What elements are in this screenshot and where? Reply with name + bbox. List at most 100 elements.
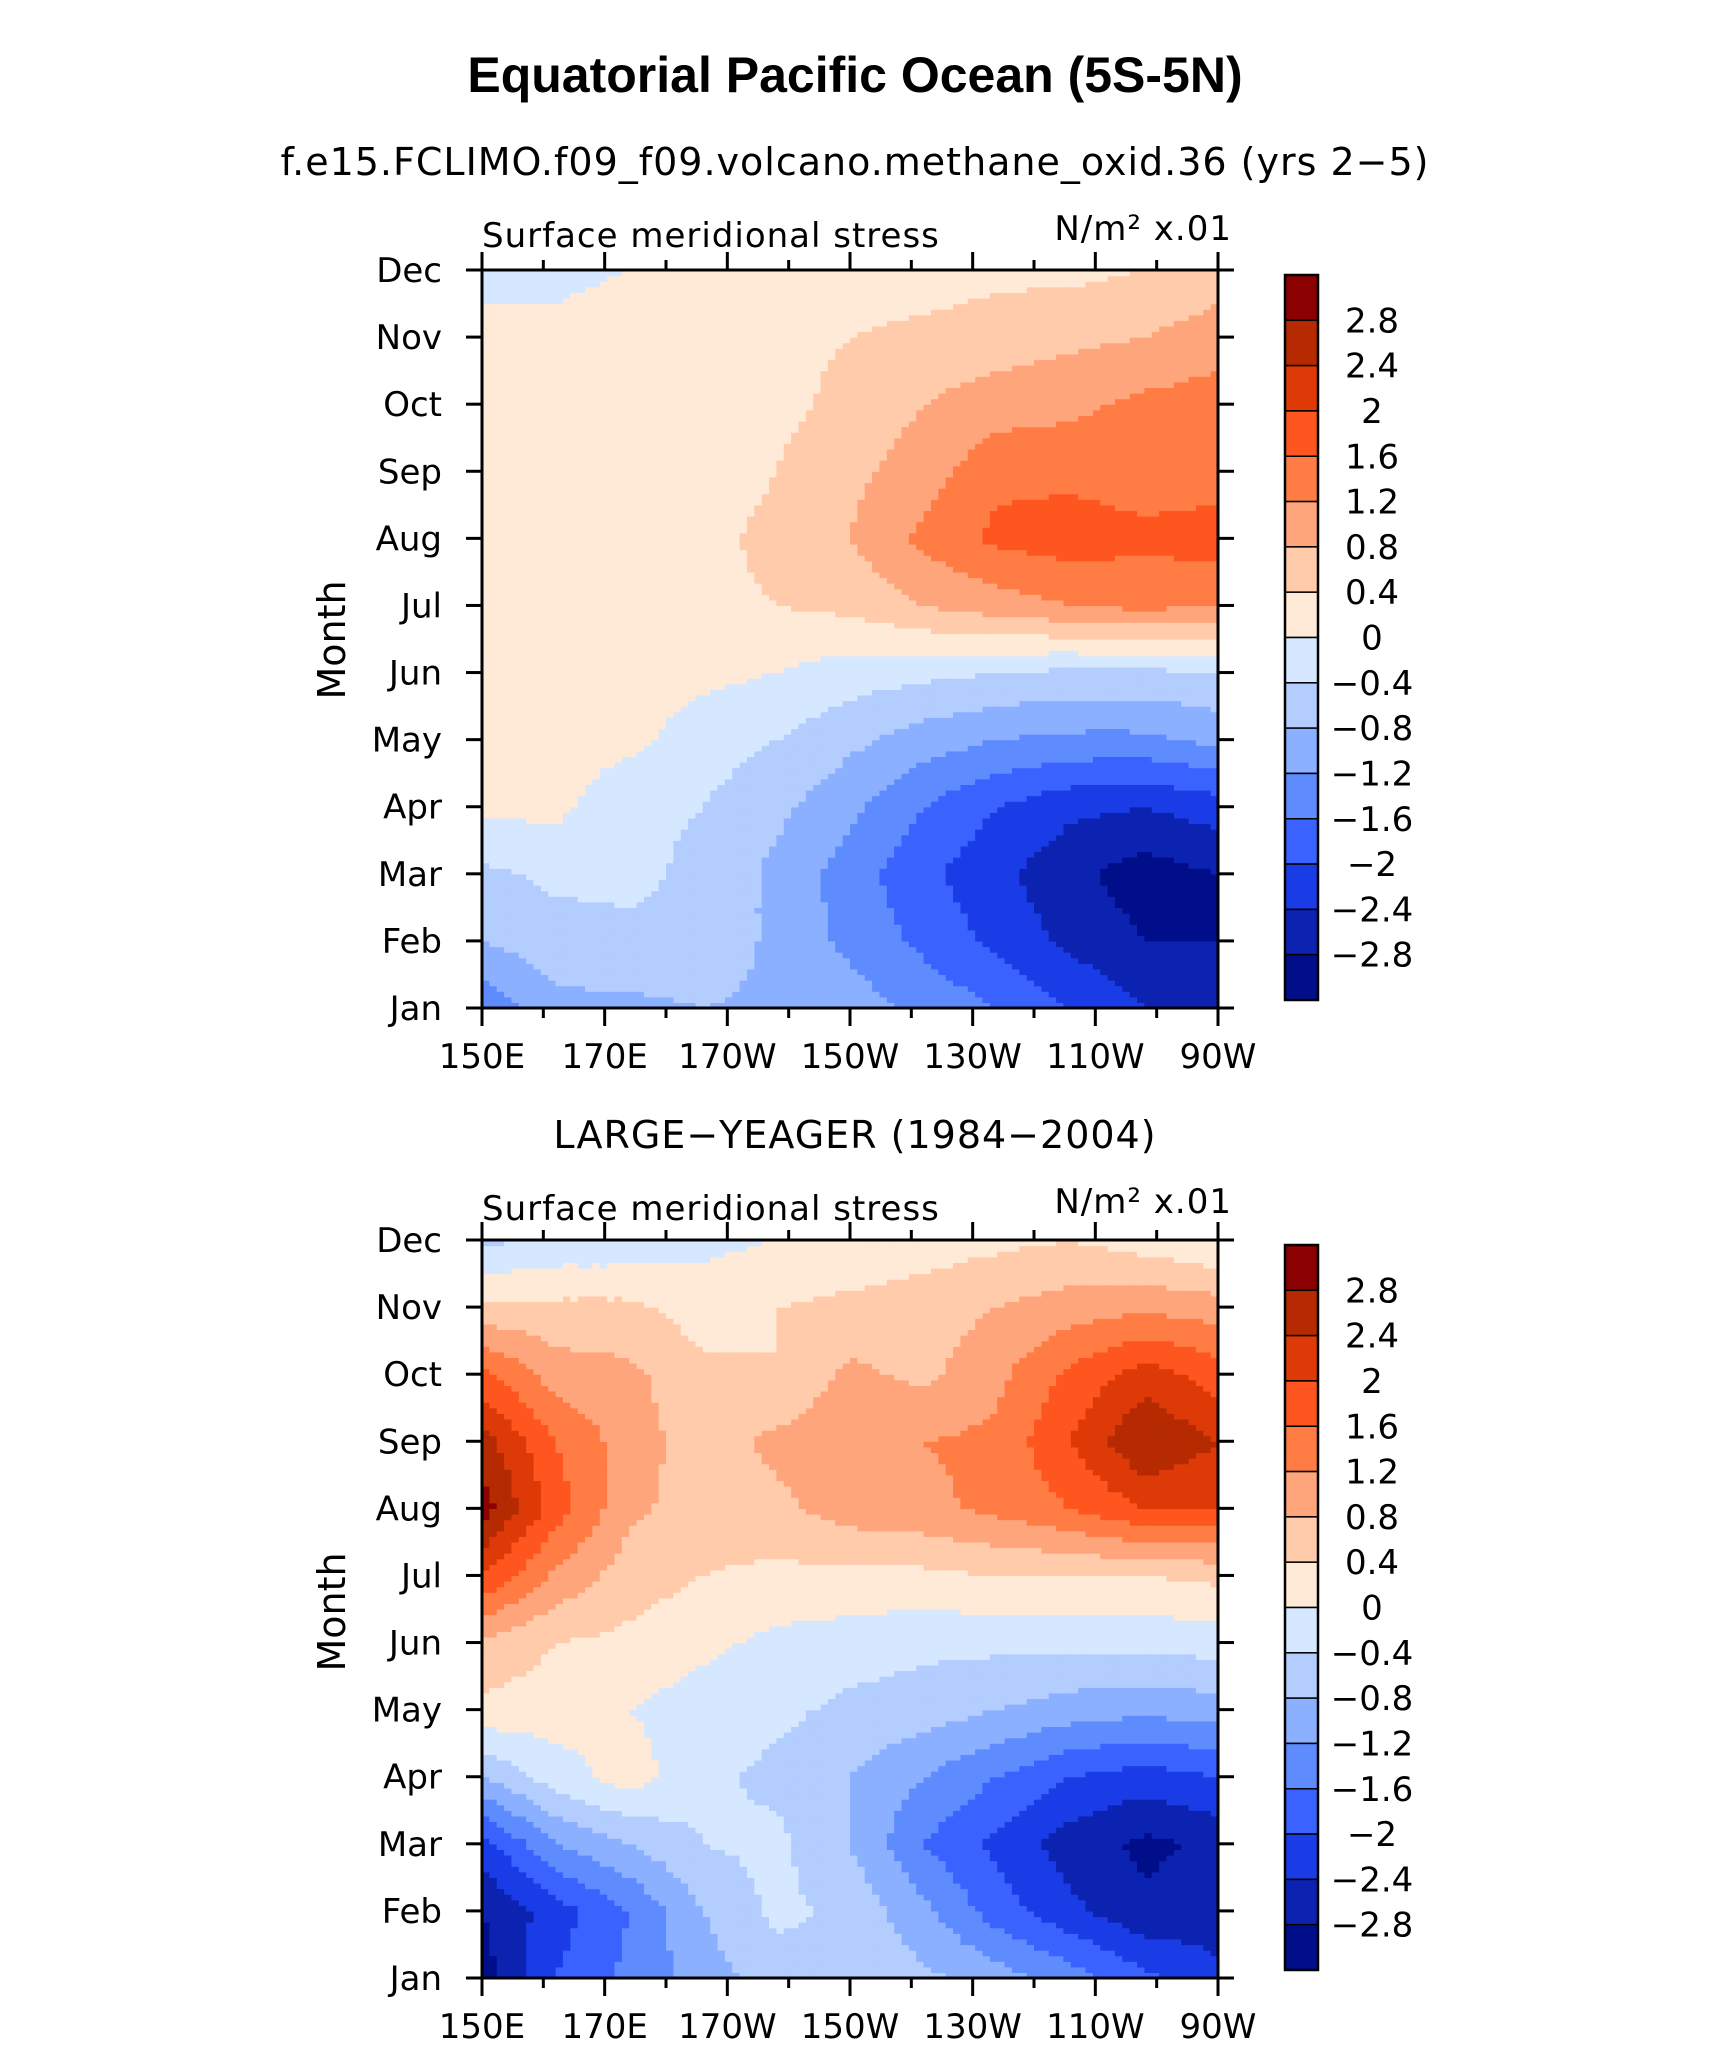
contour-cell [1115,986,1123,992]
contour-cell [747,947,755,953]
contour-cell [1071,991,1079,997]
contour-cell [894,958,902,964]
contour-cell [835,991,843,997]
contour-cell [1100,974,1108,980]
contour-cell [1174,963,1182,969]
contour-cell [504,891,512,897]
contour-cell [997,941,1005,947]
contour-cell [622,879,630,885]
contour-cell [938,941,946,947]
contour-cell [607,969,615,975]
contour-cell [585,941,593,947]
contour-cell [960,980,968,986]
contour-cell [997,980,1005,986]
contour-cell [607,997,615,1003]
contour-cell [541,991,549,997]
contour-cell [688,919,696,925]
contour-cell [710,986,718,992]
contour-cell [504,974,512,980]
contour-cell [843,958,851,964]
contour-cell [909,974,917,980]
contour-cell [497,913,505,919]
contour-cell [791,980,799,986]
contour-cell [666,935,674,941]
panel-1-field [482,270,1219,1009]
contour-cell [1078,963,1086,969]
contour-cell [1071,997,1079,1003]
contour-cell [622,952,630,958]
contour-cell [924,997,932,1003]
contour-cell [563,913,571,919]
contour-cell [578,980,586,986]
contour-cell [982,952,990,958]
contour-cell [592,952,600,958]
contour-cell [1137,941,1145,947]
contour-cell [688,980,696,986]
contour-cell [740,947,748,953]
contour-cell [519,969,527,975]
contour-cell [710,941,718,947]
contour-cell [703,947,711,953]
contour-cell [1189,969,1197,975]
contour-cell [489,997,497,1003]
contour-cell [754,991,762,997]
contour-cell [511,969,519,975]
contour-cell [1012,941,1020,947]
contour-cell [990,997,998,1003]
contour-cell [791,969,799,975]
contour-cell [740,980,748,986]
contour-cell [798,980,806,986]
contour-cell [968,974,976,980]
contour-cell [534,991,542,997]
contour-cell [666,963,674,969]
contour-cell [1203,997,1211,1003]
contour-cell [828,941,836,947]
contour-cell [798,963,806,969]
contour-cell [1086,991,1094,997]
contour-cell [894,969,902,975]
contour-cell [541,891,549,897]
contour-cell [607,974,615,980]
contour-cell [570,997,578,1003]
contour-cell [614,963,622,969]
contour-cell [1019,974,1027,980]
contour-cell [600,980,608,986]
contour-cell [1005,980,1013,986]
contour-cell [659,958,667,964]
contour-cell [865,980,873,986]
contour-cell [953,997,961,1003]
contour-cell [960,947,968,953]
contour-cell [1086,969,1094,975]
contour-cell [497,958,505,964]
contour-cell [688,930,696,936]
contour-cell [578,935,586,941]
contour-cell [489,924,497,930]
contour-cell [695,902,703,908]
contour-cell [835,997,843,1003]
contour-cell [703,958,711,964]
contour-cell [982,963,990,969]
contour-cell [1100,941,1108,947]
contour-cell [688,941,696,947]
contour-cell [519,879,527,885]
contour-cell [1041,969,1049,975]
contour-cell [659,952,667,958]
contour-cell [968,958,976,964]
contour-cell [740,997,748,1003]
contour-cell [519,947,527,953]
contour-cell [519,913,527,919]
contour-cell [556,919,564,925]
contour-cell [592,980,600,986]
contour-cell [607,896,615,902]
contour-cell [614,874,622,880]
contour-cell [1196,986,1204,992]
contour-cell [1019,941,1027,947]
contour-cell [681,969,689,975]
contour-cell [614,941,622,947]
contour-cell [828,980,836,986]
contour-cell [511,896,519,902]
contour-cell [710,991,718,997]
contour-cell [710,969,718,975]
contour-cell [1144,952,1152,958]
contour-cell [1181,986,1189,992]
